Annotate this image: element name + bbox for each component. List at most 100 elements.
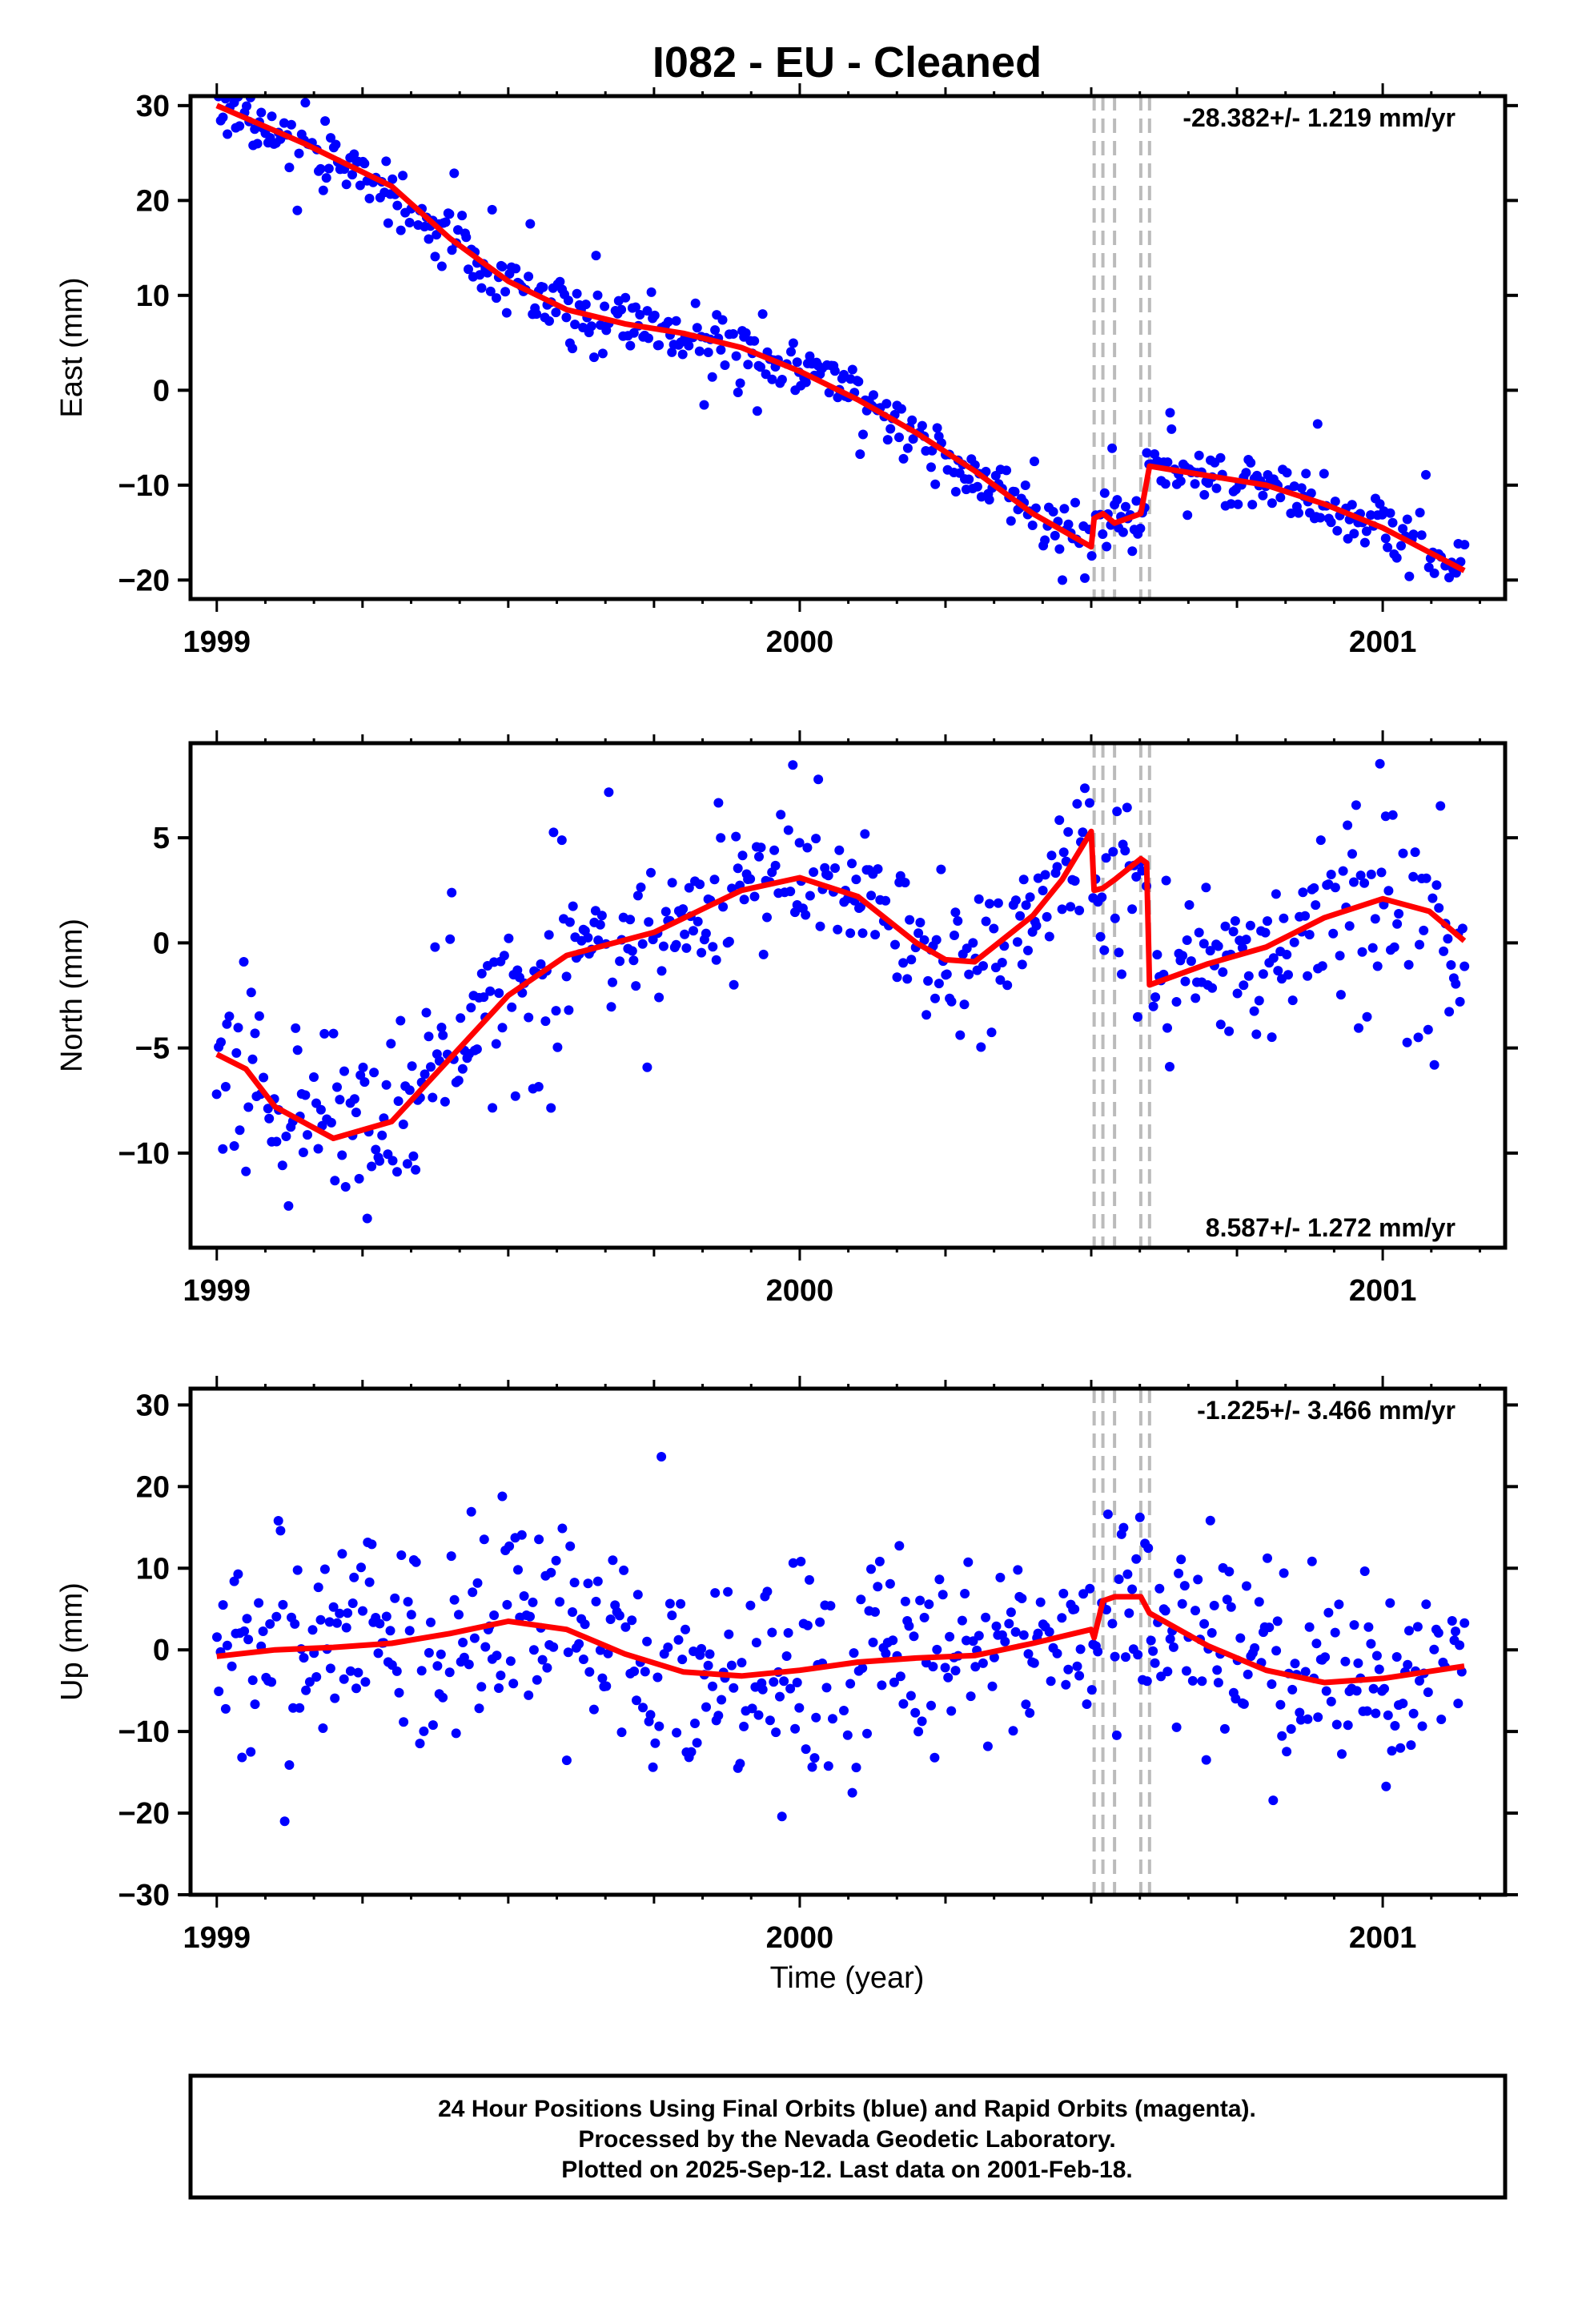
data-point (375, 1618, 385, 1629)
data-point (1226, 499, 1236, 509)
data-point (1020, 480, 1030, 490)
data-point (568, 901, 578, 911)
data-point (627, 1615, 637, 1626)
data-point (1213, 1678, 1223, 1688)
data-point (284, 163, 295, 173)
data-point (375, 1156, 385, 1166)
data-point (830, 863, 840, 873)
y-tick-label: 10 (136, 1552, 170, 1586)
footer-line-3: Plotted on 2025-Sep-12. Last data on 200… (561, 2157, 1133, 2183)
data-point (341, 1622, 351, 1633)
data-point (625, 340, 636, 351)
data-point (1063, 1664, 1074, 1675)
data-point (1415, 939, 1424, 950)
data-point (881, 1648, 891, 1659)
data-point (926, 462, 936, 472)
data-point (785, 1683, 796, 1694)
data-point (457, 211, 468, 221)
data-point (458, 1638, 468, 1647)
data-point (1082, 1699, 1092, 1709)
data-point (479, 992, 489, 1003)
data-point (1121, 1652, 1130, 1663)
data-point (717, 315, 728, 325)
data-point (997, 958, 1007, 967)
data-point (1260, 927, 1271, 938)
data-point (986, 1027, 997, 1038)
data-point (1035, 1597, 1046, 1607)
data-point (769, 1677, 779, 1687)
data-point (1052, 862, 1062, 872)
data-point (805, 351, 815, 361)
data-point (892, 972, 902, 983)
data-point (616, 1727, 627, 1738)
data-point (1368, 1683, 1379, 1694)
data-point (472, 1044, 482, 1055)
data-point (1122, 802, 1132, 813)
data-point (1095, 931, 1106, 942)
data-point (1315, 513, 1326, 523)
data-point (1408, 529, 1419, 540)
data-point (492, 1651, 502, 1661)
data-point (792, 357, 802, 368)
data-point (1460, 961, 1470, 971)
data-point (777, 1811, 787, 1822)
data-point (242, 101, 251, 111)
data-point (424, 1647, 434, 1658)
data-point (1165, 1062, 1174, 1072)
data-point (536, 959, 546, 969)
data-point (1296, 483, 1307, 493)
data-point (1372, 961, 1383, 971)
data-point (1021, 1699, 1031, 1710)
data-point (1121, 501, 1130, 512)
data-point (307, 1625, 318, 1635)
data-point (303, 1130, 312, 1140)
data-point (540, 1016, 551, 1027)
data-point (1326, 517, 1336, 528)
data-point (1133, 1650, 1143, 1660)
data-point (548, 827, 559, 838)
data-point (247, 1054, 258, 1064)
data-point (1038, 886, 1048, 895)
footer-line-1: 24 Hour Positions Using Final Orbits (bl… (438, 2096, 1256, 2122)
data-point (794, 838, 805, 848)
data-point (673, 1634, 684, 1645)
data-point (1453, 1699, 1464, 1709)
data-point (1131, 1554, 1142, 1564)
up-panel: −30 −20 −10 0 10 20 30 1999 2000 2001 Up (mm) -1.… (55, 1376, 1518, 1955)
data-point (555, 1597, 565, 1607)
data-point (404, 1626, 415, 1636)
data-point (508, 1679, 519, 1689)
data-point (335, 1608, 345, 1618)
data-point (474, 1703, 484, 1714)
data-point (528, 1597, 538, 1607)
data-point (945, 1631, 955, 1642)
data-point (1002, 465, 1012, 476)
data-point (1435, 801, 1446, 811)
data-point (294, 148, 304, 159)
data-point (324, 1617, 335, 1627)
data-point (807, 1762, 817, 1772)
data-point (1282, 950, 1292, 959)
data-point (654, 992, 665, 1003)
data-point (537, 1655, 548, 1665)
data-point (1447, 1616, 1457, 1626)
data-point (279, 118, 289, 128)
data-point (396, 1550, 407, 1560)
data-point (229, 1141, 239, 1151)
data-point (1184, 900, 1195, 910)
data-point (620, 292, 631, 303)
data-point (936, 864, 946, 875)
data-point (701, 928, 711, 939)
data-point (1271, 1646, 1282, 1656)
data-point (430, 942, 440, 952)
data-point (767, 1627, 777, 1638)
data-point (776, 810, 786, 820)
data-point (762, 912, 772, 923)
data-point (580, 1619, 590, 1630)
data-point (459, 1652, 469, 1663)
data-point (1343, 1720, 1353, 1731)
data-point (966, 1691, 976, 1702)
east-step-lines (1092, 96, 1151, 599)
data-point (436, 261, 447, 271)
data-point (398, 1120, 408, 1129)
